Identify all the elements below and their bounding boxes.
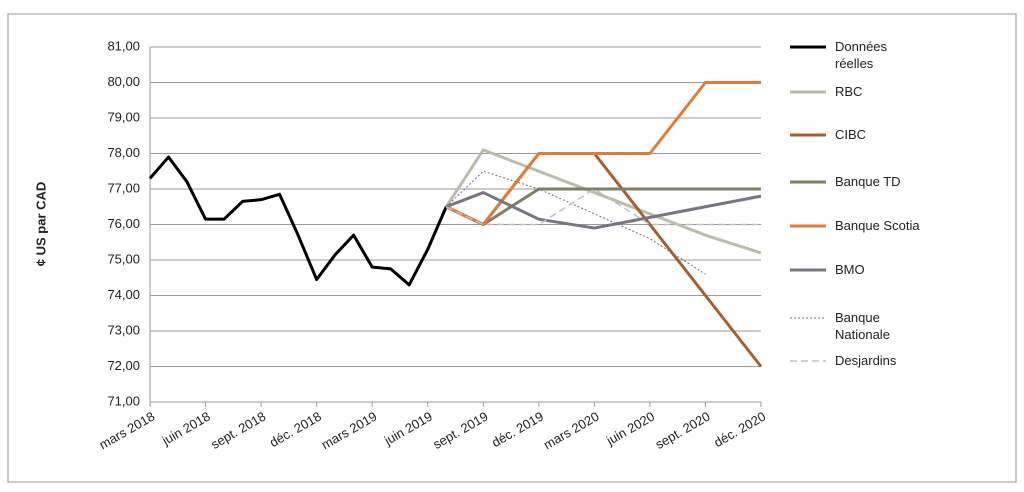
series-line	[445, 170, 706, 275]
y-tick-label: 81,00	[107, 38, 140, 53]
y-tick-label: 79,00	[107, 109, 140, 124]
series-line	[445, 191, 762, 230]
x-tick-label: mars 2018	[97, 409, 158, 453]
x-tick-label: juin 2019	[381, 409, 435, 449]
legend-label: BMO	[835, 262, 865, 277]
x-tick-label: sept. 2018	[208, 409, 268, 452]
x-tick-label: juin 2020	[603, 409, 657, 449]
y-tick-label: 80,00	[107, 74, 140, 89]
legend-label: CIBC	[835, 127, 867, 142]
y-tick-label: 73,00	[107, 322, 140, 337]
x-tick-label: mars 2020	[541, 409, 602, 453]
legend-label: Desjardins	[835, 353, 897, 368]
series-line	[445, 81, 761, 226]
legend-label: RBC	[835, 84, 863, 99]
y-tick-label: 75,00	[107, 251, 140, 266]
frame	[7, 13, 1017, 483]
x-tick-label: mars 2019	[319, 409, 380, 453]
y-tick-label: 76,00	[107, 216, 140, 231]
y-tick-label: 71,00	[107, 393, 140, 408]
legend-label: Banque TD	[835, 174, 901, 189]
legend-label: Banque Scotia	[835, 218, 920, 233]
series-line	[444, 148, 762, 255]
y-tick-label: 72,00	[107, 358, 140, 373]
x-tick-label: déc. 2020	[711, 409, 768, 451]
legend-label: Banque Nationale	[835, 310, 890, 342]
x-tick-label: juin 2018	[159, 409, 213, 449]
x-tick-label: sept. 2019	[430, 409, 490, 452]
x-tick-label: déc. 2019	[489, 409, 546, 451]
y-tick-label: 77,00	[107, 180, 140, 195]
x-tick-label: sept. 2020	[653, 409, 713, 452]
series-line	[148, 155, 448, 287]
legend-label: Données réelles	[835, 39, 888, 71]
y-tick-label: 74,00	[107, 287, 140, 302]
y-axis-label: ¢ US par CAD	[33, 182, 48, 267]
y-tick-label: 78,00	[107, 145, 140, 160]
series-line	[445, 187, 761, 226]
x-tick-label: déc. 2018	[267, 409, 324, 451]
